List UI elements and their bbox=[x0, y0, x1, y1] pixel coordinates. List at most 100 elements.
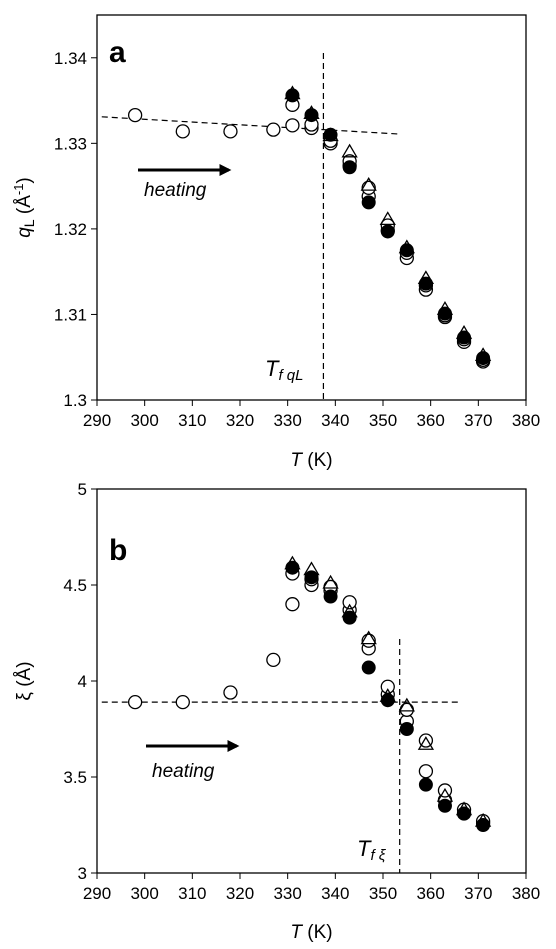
data-point-filled-circle bbox=[323, 589, 338, 604]
data-point-filled-circle bbox=[418, 777, 433, 792]
x-tick-label: 340 bbox=[321, 411, 349, 430]
panel-a: 290 300 310 320 330 340 350 360 370 380 1.3 1.31 1.3… bbox=[11, 14, 540, 471]
x-tick-label: 370 bbox=[464, 411, 492, 430]
data-point-open-triangle bbox=[341, 143, 358, 158]
data-point-filled-circle bbox=[361, 195, 376, 210]
y-axis-unit-close: ) bbox=[14, 177, 35, 183]
x-tick-label: 310 bbox=[178, 884, 206, 903]
y-tick-label: 4 bbox=[78, 672, 87, 691]
data-point-filled-circle bbox=[476, 818, 491, 832]
x-tick-label: 300 bbox=[130, 884, 158, 903]
data-point-open-circle bbox=[266, 122, 281, 137]
x-tick-label: 380 bbox=[512, 884, 540, 903]
y-axis-superscript: -1 bbox=[11, 184, 26, 196]
y-tick-label: 3.5 bbox=[63, 768, 87, 787]
data-point-filled-circle bbox=[304, 108, 319, 123]
panel-letter: b bbox=[109, 534, 127, 567]
data-point-filled-circle bbox=[457, 806, 472, 821]
transition-subscript: f ξ bbox=[370, 847, 386, 864]
y-axis-symbol: ξ bbox=[14, 692, 35, 701]
x-tick-label: 360 bbox=[416, 411, 444, 430]
data-point-filled-circle bbox=[361, 660, 376, 675]
transition-subscript: f qL bbox=[278, 367, 303, 384]
data-point-open-triangle bbox=[398, 697, 415, 712]
x-tick-label: 320 bbox=[226, 884, 254, 903]
x-axis-label: T (K) bbox=[290, 450, 332, 471]
y-tick-label: 5 bbox=[78, 480, 87, 499]
x-tick-label: 310 bbox=[178, 411, 206, 430]
data-point-open-triangle bbox=[322, 574, 339, 589]
x-tick-label: 380 bbox=[512, 411, 540, 430]
data-point-filled-circle bbox=[380, 224, 395, 239]
data-point-open-triangle bbox=[360, 176, 377, 191]
transition-label: Tf ξ bbox=[357, 836, 387, 864]
x-tick-label: 320 bbox=[226, 411, 254, 430]
data-point-open-circle bbox=[127, 107, 143, 123]
series-0 bbox=[127, 577, 491, 831]
data-point-open-circle bbox=[361, 180, 376, 195]
data-point-filled-circle bbox=[457, 330, 472, 345]
y-tick-label: 1.32 bbox=[54, 220, 87, 239]
data-point-open-circle bbox=[418, 764, 434, 779]
x-tick-label: 290 bbox=[83, 411, 111, 430]
data-point-open-circle bbox=[223, 124, 238, 139]
y-axis-unit: (Å) bbox=[14, 661, 35, 692]
series-3 bbox=[285, 88, 491, 366]
y-axis-symbol: q bbox=[14, 227, 35, 238]
x-tick-label: 330 bbox=[273, 884, 301, 903]
x-axis-symbol: T bbox=[290, 922, 303, 943]
x-tick-label: 330 bbox=[273, 411, 301, 430]
data-point-open-triangle bbox=[379, 211, 396, 226]
data-point-filled-circle bbox=[304, 570, 319, 585]
guide-line bbox=[101, 116, 398, 135]
y-tick-label: 1.3 bbox=[63, 391, 87, 410]
y-axis-label: qL (Å-1) bbox=[11, 177, 37, 238]
y-tick-label: 1.34 bbox=[54, 49, 87, 68]
transition-symbol: T bbox=[265, 356, 280, 381]
data-point-open-triangle bbox=[417, 736, 435, 750]
series-0 bbox=[127, 107, 491, 369]
y-tick-label: 4.5 bbox=[63, 576, 87, 595]
data-point-filled-circle bbox=[476, 351, 491, 366]
data-point-filled-circle bbox=[323, 127, 338, 142]
data-point-filled-circle bbox=[399, 722, 414, 736]
x-axis-unit: (K) bbox=[302, 450, 333, 471]
x-tick-label: 370 bbox=[464, 884, 492, 903]
data-point-open-circle bbox=[342, 595, 357, 610]
y-axis-unit: (Å bbox=[14, 195, 35, 220]
plot-frame bbox=[96, 14, 527, 401]
data-point-open-circle bbox=[399, 702, 414, 717]
data-point-filled-circle bbox=[285, 88, 300, 103]
data-point-open-circle bbox=[127, 694, 143, 710]
x-tick-label: 350 bbox=[369, 884, 397, 903]
panel-letter: a bbox=[109, 36, 126, 69]
transition-label: Tf qL bbox=[265, 356, 303, 384]
data-point-open-circle bbox=[175, 124, 190, 139]
data-point-filled-circle bbox=[437, 306, 452, 321]
panel-b: 290 300 310 320 330 340 350 360 370 380 3 3.5 4 4.5 5 T… bbox=[14, 480, 540, 943]
heating-label: heating bbox=[144, 180, 207, 201]
y-tick-label: 3 bbox=[78, 864, 87, 883]
x-tick-label: 350 bbox=[369, 411, 397, 430]
y-axis-subscript: L bbox=[21, 219, 37, 227]
data-point-open-circle bbox=[266, 652, 281, 668]
x-tick-label: 300 bbox=[130, 411, 158, 430]
data-point-filled-circle bbox=[418, 276, 433, 291]
data-point-filled-circle bbox=[342, 610, 357, 625]
x-tick-label: 290 bbox=[83, 884, 111, 903]
data-point-open-circle bbox=[380, 679, 395, 694]
data-point-open-circle bbox=[285, 597, 300, 612]
data-point-open-triangle bbox=[360, 630, 377, 645]
y-axis-label: ξ (Å) bbox=[14, 661, 35, 700]
x-axis-symbol: T bbox=[290, 450, 303, 471]
heating-label: heating bbox=[152, 761, 215, 782]
x-tick-label: 360 bbox=[416, 884, 444, 903]
data-point-filled-circle bbox=[380, 693, 395, 708]
transition-symbol: T bbox=[357, 836, 372, 861]
x-axis-unit: (K) bbox=[302, 922, 333, 943]
data-point-open-circle bbox=[175, 694, 190, 710]
data-point-open-circle bbox=[285, 118, 300, 133]
data-point-filled-circle bbox=[285, 560, 300, 575]
x-axis-label: T (K) bbox=[290, 922, 332, 943]
